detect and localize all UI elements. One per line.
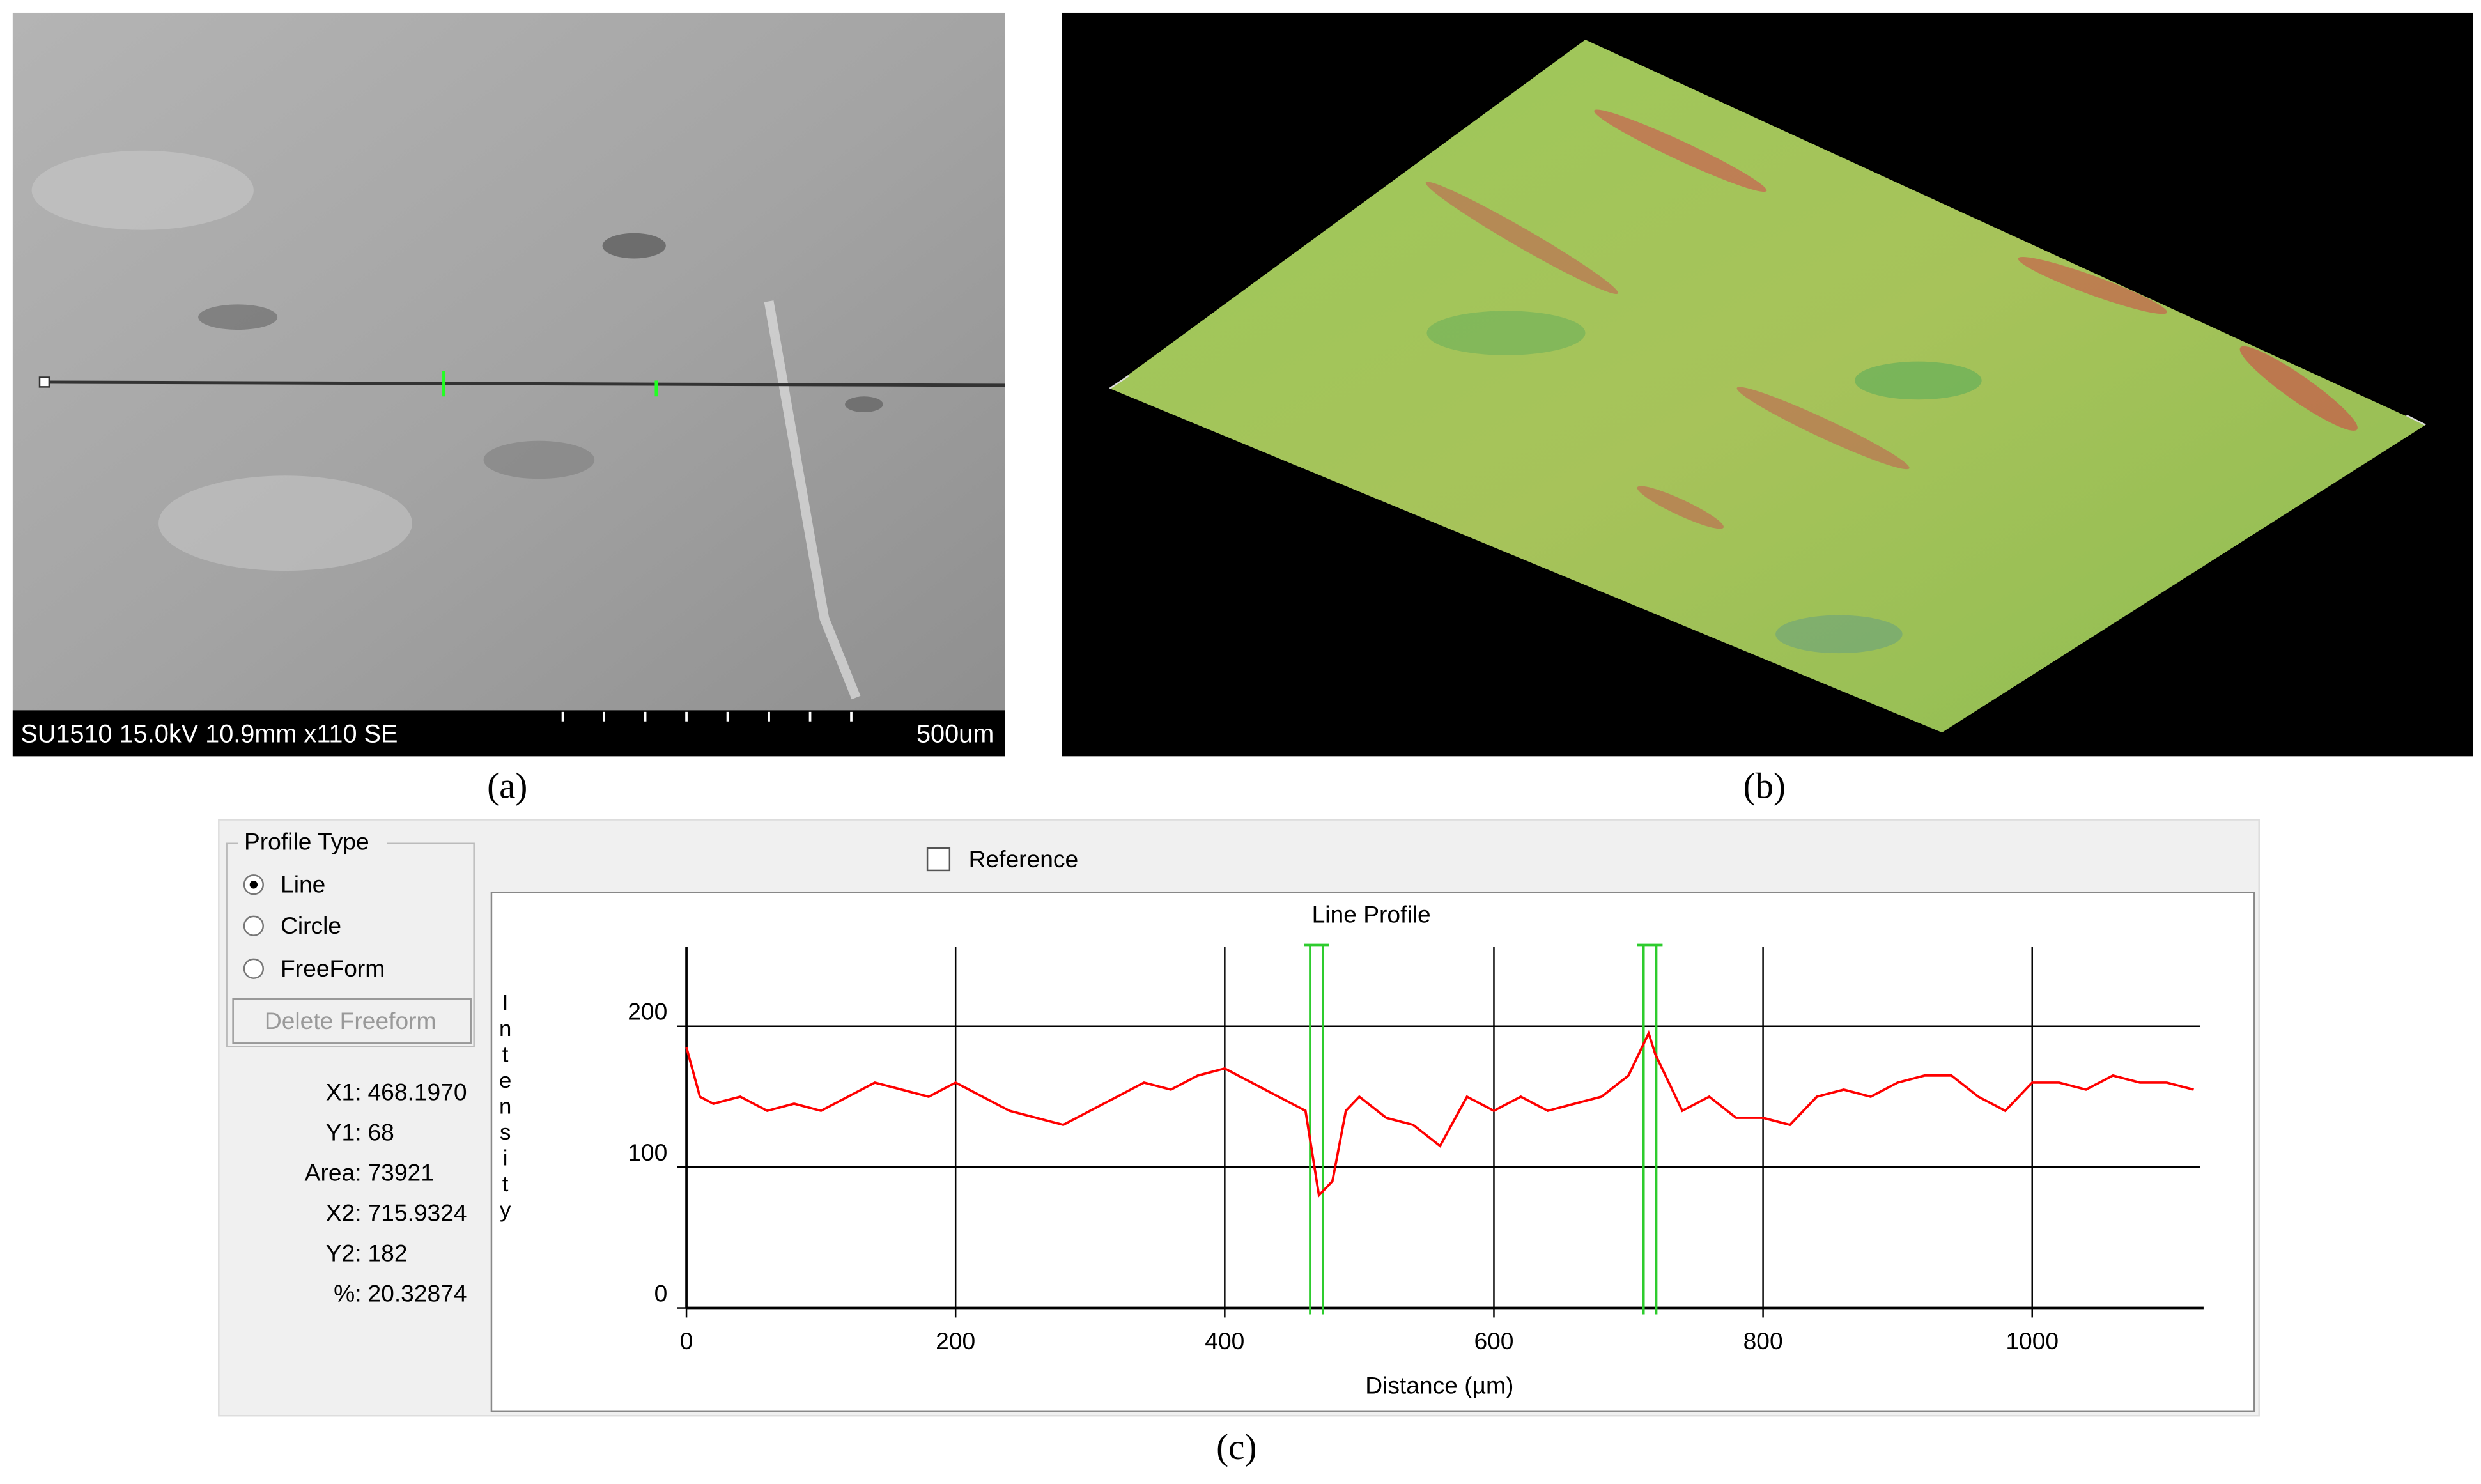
radio-label[interactable]: FreeForm [281, 955, 385, 982]
y-tick-label: 200 [628, 998, 667, 1025]
caption: (a) [487, 766, 527, 807]
profile-line [685, 1030, 2194, 1198]
plot-area [490, 892, 2255, 1412]
x-tick-label: 200 [936, 1327, 975, 1354]
info-label: %: [334, 1280, 361, 1307]
profile-start [38, 376, 50, 388]
info-value: 73921 [367, 1159, 433, 1186]
axis-stub [1109, 375, 1129, 389]
info-value: 715.9324 [367, 1200, 467, 1226]
caption: (c) [1216, 1427, 1256, 1467]
info-value: 182 [367, 1240, 407, 1267]
info-label: X2: [326, 1200, 362, 1226]
x-tick-label: 1000 [2006, 1327, 2059, 1354]
surface-texture [1425, 109, 2358, 654]
info-value: 468.1970 [367, 1079, 467, 1106]
x-tick-label: 600 [1474, 1327, 1513, 1354]
profile-window: Profile Type Line Circle FreeForm Delete… [218, 819, 2260, 1417]
sem-pit [845, 396, 883, 413]
profile-marker [1637, 943, 1663, 1315]
caption: (b) [1743, 766, 1786, 807]
scale-bar [561, 711, 853, 722]
info-value: 68 [367, 1119, 394, 1146]
sem-pit [198, 304, 278, 330]
group-title: Profile Type [244, 828, 369, 855]
x-tick-label: 400 [1205, 1327, 1244, 1354]
x-tick-label: 800 [1743, 1327, 1783, 1354]
checkbox[interactable] [926, 847, 951, 872]
sem-image: SU1510 15.0kV 10.9mm x110 SE 500um [12, 12, 1005, 757]
y-tick-label: 100 [628, 1139, 667, 1166]
sem-pit [602, 233, 666, 259]
chart-title: Line Profile [1312, 901, 1431, 928]
scale-label: 500um [916, 720, 994, 748]
radio-button[interactable] [243, 958, 265, 979]
sem-pit [483, 440, 595, 479]
profile-line [44, 380, 1005, 387]
x-axis-label: Distance (µm) [1365, 1372, 1513, 1398]
info-label: Y1: [326, 1119, 362, 1146]
radio-dot [249, 881, 258, 889]
sem-feature [158, 475, 412, 571]
info-value: 20.32874 [367, 1280, 467, 1307]
radio-button[interactable] [243, 915, 265, 936]
x-tick-label: 0 [680, 1327, 693, 1354]
sem-scratch [764, 300, 861, 700]
checkbox-label[interactable]: Reference [969, 846, 1079, 872]
info-label: Y2: [326, 1240, 362, 1267]
axis-stub [2406, 414, 2426, 426]
info-label: X1: [326, 1079, 362, 1106]
profile-marker [1304, 943, 1329, 1315]
info-label: Area: [305, 1159, 362, 1186]
button[interactable] [232, 998, 472, 1044]
radio-label[interactable]: Circle [281, 912, 341, 939]
y-tick-label: 0 [654, 1280, 668, 1307]
radio-label[interactable]: Line [281, 871, 325, 898]
button-label[interactable]: Delete Freeform [265, 1007, 437, 1034]
info-bar [12, 710, 1005, 757]
3d-surface [1062, 12, 2473, 757]
info-bar-text: SU1510 15.0kV 10.9mm x110 SE [20, 720, 398, 748]
group-box-gap [238, 827, 387, 856]
sem-feature [31, 150, 254, 230]
y-axis-label: Intensity [493, 991, 518, 1223]
surface [1109, 40, 2426, 733]
